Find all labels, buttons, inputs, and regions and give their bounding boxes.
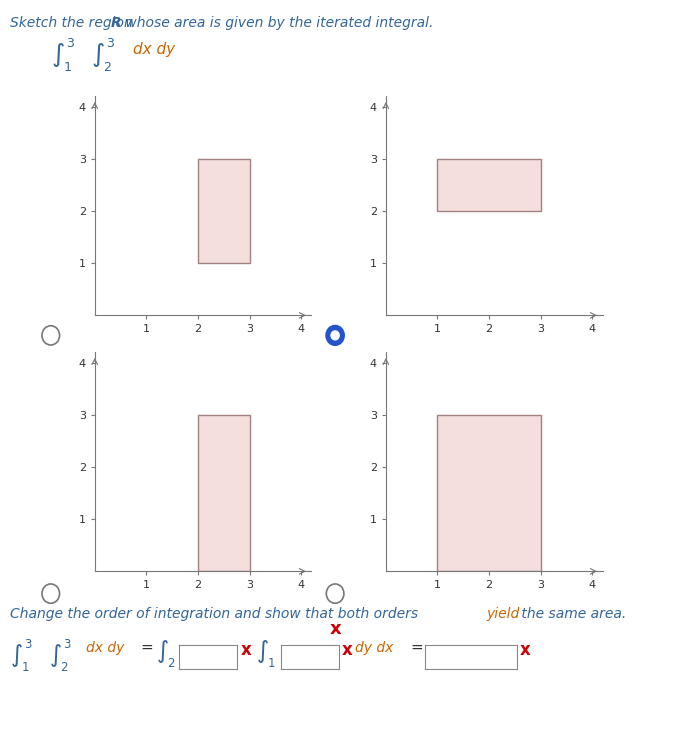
Text: $\int_1^3$: $\int_1^3$: [51, 37, 75, 74]
Text: whose area is given by the iterated integral.: whose area is given by the iterated inte…: [121, 16, 433, 30]
Text: $\int_2$: $\int_2$: [156, 638, 176, 669]
Text: x: x: [342, 641, 353, 659]
Text: the same area.: the same area.: [517, 607, 626, 621]
Text: Change the order of integration and show that both orders: Change the order of integration and show…: [10, 607, 422, 621]
Bar: [198, 415, 250, 571]
Text: =: =: [141, 640, 154, 654]
Text: Sketch the region: Sketch the region: [10, 16, 137, 30]
Bar: [198, 159, 250, 263]
Text: x: x: [240, 641, 251, 659]
Text: yield: yield: [486, 607, 519, 621]
Text: x: x: [520, 641, 531, 659]
Text: $\int_2^3$: $\int_2^3$: [91, 37, 116, 74]
Text: dy dx: dy dx: [355, 641, 393, 655]
Bar: [437, 415, 541, 571]
Text: $\int_1^3$: $\int_1^3$: [10, 638, 33, 674]
Bar: [437, 159, 541, 211]
Text: dx dy: dx dy: [86, 641, 125, 655]
Text: dx dy: dx dy: [133, 42, 175, 56]
Text: x: x: [329, 620, 341, 637]
Text: $\int_1$: $\int_1$: [256, 638, 276, 669]
Text: =: =: [410, 640, 423, 654]
Text: $\int_2^3$: $\int_2^3$: [49, 638, 72, 674]
Text: R: R: [110, 16, 121, 30]
